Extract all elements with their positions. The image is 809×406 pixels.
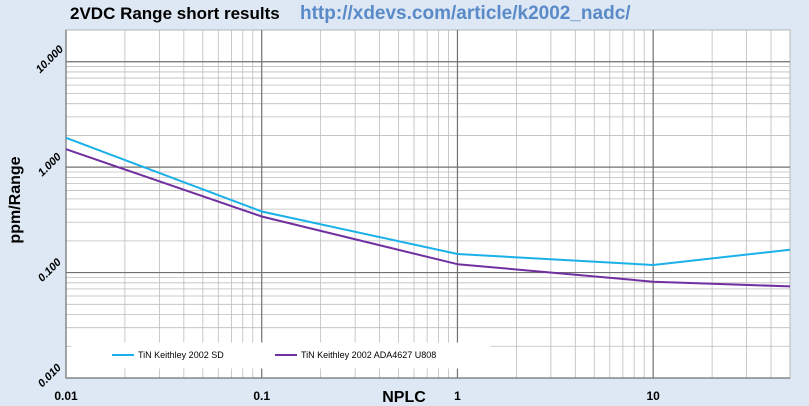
plot-area bbox=[65, 29, 791, 379]
grid-minor bbox=[66, 29, 791, 378]
y-tick-label: 0.010 bbox=[36, 361, 65, 390]
article-link[interactable]: http://xdevs.com/article/k2002_nadc/ bbox=[300, 3, 631, 24]
y-axis-label: ppm/Range bbox=[7, 156, 24, 243]
x-axis-label: NPLC bbox=[382, 389, 426, 406]
x-tick-label: 0.01 bbox=[54, 389, 78, 403]
series-layer bbox=[65, 136, 791, 288]
legend-label-2: TiN Keithley 2002 ADA4627 U808 bbox=[301, 350, 436, 360]
legend-label-1: TiN Keithley 2002 SD bbox=[138, 350, 224, 360]
y-tick-label: 10.000 bbox=[34, 43, 67, 76]
x-tick-label: 1 bbox=[454, 389, 461, 403]
series-line-2 bbox=[65, 148, 791, 288]
x-tick-label: 0.1 bbox=[253, 389, 270, 403]
chart-title: 2VDC Range short results bbox=[70, 4, 280, 23]
series-line-1 bbox=[65, 136, 791, 266]
legend: TiN Keithley 2002 SD TiN Keithley 2002 AD… bbox=[71, 342, 491, 369]
grid-major bbox=[65, 30, 790, 379]
y-tick-label: 1.000 bbox=[36, 150, 65, 179]
y-tick-label: 0.100 bbox=[36, 256, 65, 285]
x-tick-label: 10 bbox=[647, 389, 661, 403]
